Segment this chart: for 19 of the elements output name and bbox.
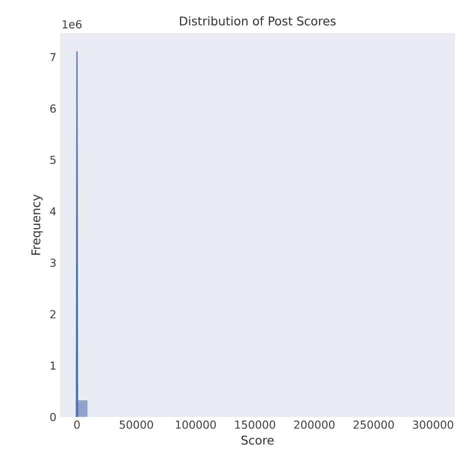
y-tick-label: 7	[50, 53, 56, 62]
x-tick-label: 150000	[235, 420, 276, 429]
x-tick-label: 250000	[354, 420, 394, 429]
y-tick-label: 0	[50, 412, 56, 422]
x-tick-label: 0	[74, 420, 80, 429]
y-tick-label: 3	[50, 258, 56, 267]
x-tick-label: 100000	[176, 420, 216, 429]
x-tick-label: 200000	[294, 420, 335, 429]
y-tick-label: 1	[50, 362, 56, 370]
y-tick-label: 5	[50, 156, 56, 164]
text: 1e6	[62, 20, 82, 28]
x-tick-label: 300000	[412, 420, 454, 429]
y-tick-label: 6	[50, 104, 56, 113]
x-tick-label: 50000	[120, 420, 153, 429]
x-axis-title: Score	[242, 436, 274, 445]
y-axis-title: Frequency	[31, 194, 43, 255]
chart-title: Distribution of Post Scores	[180, 16, 336, 26]
y-tick-label: 2	[50, 310, 56, 318]
y-tick-label: 4	[50, 207, 56, 216]
